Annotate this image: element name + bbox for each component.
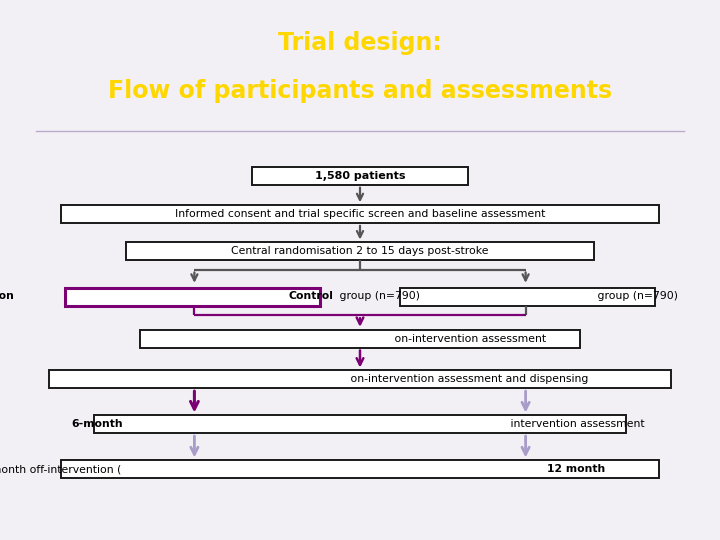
FancyBboxPatch shape [49, 370, 671, 388]
Text: Central randomisation 2 to 15 days post-stroke: Central randomisation 2 to 15 days post-… [231, 246, 489, 256]
Text: Trial design:: Trial design: [278, 31, 442, 55]
FancyBboxPatch shape [140, 330, 580, 348]
Text: 12 month: 12 month [547, 464, 606, 474]
FancyBboxPatch shape [126, 242, 594, 260]
Text: Flow of participants and assessments: Flow of participants and assessments [108, 78, 612, 103]
Text: Control: Control [289, 291, 333, 301]
FancyBboxPatch shape [65, 288, 320, 306]
FancyBboxPatch shape [400, 288, 655, 306]
Text: 1,580 patients: 1,580 patients [315, 171, 405, 181]
Text: Informed consent and trial specific screen and baseline assessment: Informed consent and trial specific scre… [175, 209, 545, 219]
FancyBboxPatch shape [61, 460, 659, 478]
Text: 6-month off-intervention (: 6-month off-intervention ( [0, 464, 122, 474]
FancyBboxPatch shape [61, 205, 659, 223]
FancyBboxPatch shape [252, 167, 468, 185]
Text: group (n=790): group (n=790) [336, 291, 420, 301]
Text: on-intervention assessment: on-intervention assessment [390, 334, 546, 343]
FancyBboxPatch shape [94, 415, 626, 433]
Text: 6-month: 6-month [71, 419, 123, 429]
Text: on-intervention assessment and dispensing: on-intervention assessment and dispensin… [348, 374, 589, 384]
Text: group (n=790): group (n=790) [593, 291, 678, 301]
Text: intervention assessment: intervention assessment [508, 419, 645, 429]
Text: Intervention: Intervention [0, 291, 14, 301]
